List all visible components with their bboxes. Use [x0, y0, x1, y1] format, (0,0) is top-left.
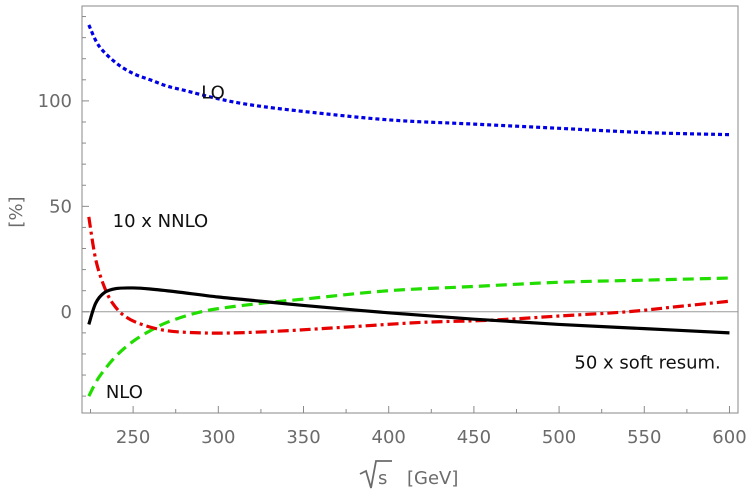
x-tick-label: 500 [542, 427, 576, 448]
ticks-layer: 250 300 350 400 450 500 550 600 0 50 100 [38, 16, 747, 448]
y-tick-label: 0 [61, 302, 72, 323]
annotation-label: 10 x NNLO [113, 211, 208, 232]
annotation-layer: LO 10 x NNLO NLO 50 x soft resum. [106, 82, 721, 402]
y-tick-label: 50 [49, 196, 72, 217]
y-tick-label: 100 [38, 91, 72, 112]
series-50-x-soft-resum-line [87, 286, 730, 335]
x-axis-variable: s [378, 468, 387, 489]
series-nlo-line [87, 276, 730, 397]
x-tick-label: 600 [712, 427, 746, 448]
series-10-x-nnlo-line [87, 216, 730, 335]
annotation-label: NLO [106, 382, 143, 403]
x-axis-unit: [GeV] [407, 468, 458, 489]
x-tick-label: 550 [627, 427, 661, 448]
annotation-label: LO [201, 82, 225, 103]
x-tick-label: 250 [116, 427, 150, 448]
y-axis-title: [%] [6, 196, 27, 227]
annotation-label: 50 x soft resum. [574, 352, 720, 373]
sqrt-sign [359, 460, 392, 489]
x-tick-label: 300 [201, 427, 235, 448]
series-lo-line [87, 24, 730, 137]
plot-frame [81, 5, 739, 414]
x-tick-label: 400 [372, 427, 406, 448]
x-tick-label: 450 [457, 427, 491, 448]
x-tick-label: 350 [286, 427, 320, 448]
x-axis-title: s [GeV] [359, 460, 458, 489]
series-layer [87, 24, 730, 397]
